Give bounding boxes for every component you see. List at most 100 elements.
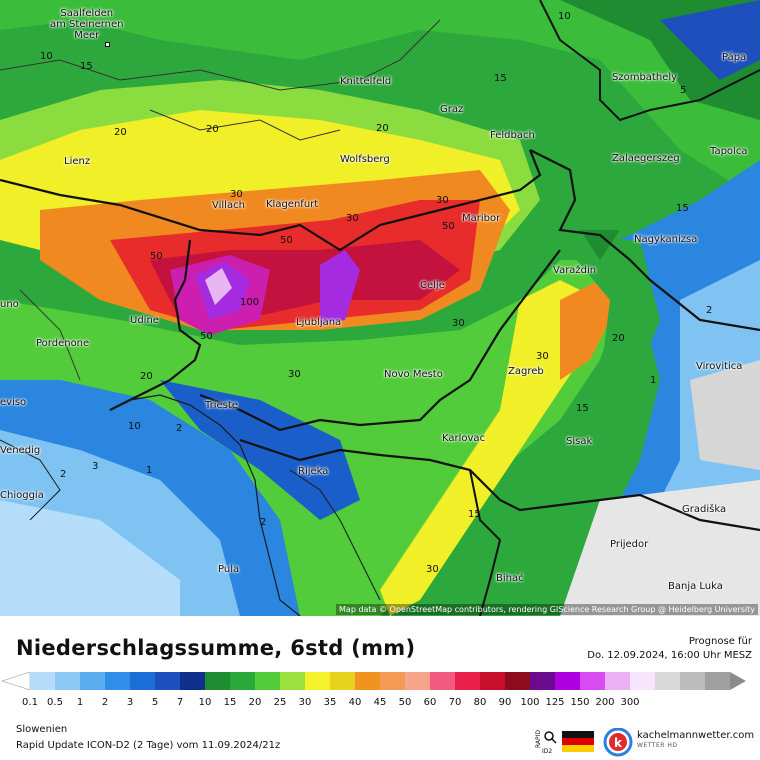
scale-tick-label: 35 bbox=[323, 697, 337, 708]
scale-swatch bbox=[530, 672, 556, 690]
city-marker bbox=[105, 42, 110, 47]
isoline-label: 30 bbox=[230, 189, 243, 200]
scale-arrow-right bbox=[730, 672, 746, 690]
scale-tick-label: 1 bbox=[76, 697, 84, 708]
scale-tick-label: 150 bbox=[570, 697, 590, 708]
svg-text:RAPID: RAPID bbox=[535, 730, 542, 748]
city-label: Prijedor bbox=[610, 539, 649, 550]
scale-swatch bbox=[105, 672, 131, 690]
scale-swatch bbox=[130, 672, 156, 690]
isoline-label: 2 bbox=[706, 305, 713, 316]
isoline-label: 15 bbox=[494, 73, 507, 84]
isoline-label: 15 bbox=[80, 61, 93, 72]
map-attribution: Map data © OpenStreetMap contributors, r… bbox=[336, 604, 758, 615]
scale-tick-label: 70 bbox=[448, 697, 462, 708]
scale-swatch bbox=[380, 672, 406, 690]
logos: RAPID ID2 k bbox=[535, 728, 633, 757]
scale-tick-label: 7 bbox=[176, 697, 184, 708]
isoline-label: 10 bbox=[128, 421, 141, 432]
city-label: Sisak bbox=[566, 436, 593, 447]
scale-swatch bbox=[405, 672, 431, 690]
rapid-icon: RAPID ID2 bbox=[535, 730, 557, 755]
city-label: uno bbox=[0, 299, 19, 310]
city-label: Zagreb bbox=[508, 366, 544, 377]
scale-swatch bbox=[655, 672, 681, 690]
isoline-label: 30 bbox=[536, 351, 549, 362]
model-info: Rapid Update ICON-D2 (2 Tage) vom 11.09.… bbox=[16, 740, 281, 751]
city-label: Villach bbox=[212, 200, 245, 211]
scale-tick-label: 125 bbox=[545, 697, 565, 708]
svg-text:ID2: ID2 bbox=[542, 748, 552, 755]
isoline-label: 20 bbox=[376, 123, 389, 134]
isoline-label: 10 bbox=[558, 11, 571, 22]
isoline-label: 2 bbox=[176, 423, 183, 434]
isoline-label: 50 bbox=[150, 251, 163, 262]
city-label: Nagykanizsa bbox=[634, 234, 698, 245]
scale-tick-label: 3 bbox=[126, 697, 134, 708]
map-title: Niederschlagssumme, 6std (mm) bbox=[16, 636, 416, 660]
scale-swatch bbox=[680, 672, 706, 690]
city-label: Novo Mesto bbox=[384, 369, 443, 380]
isoline-label: 15 bbox=[468, 509, 481, 520]
scale-swatch bbox=[330, 672, 356, 690]
scale-tick-label: 20 bbox=[248, 697, 262, 708]
isoline-label: 100 bbox=[240, 297, 260, 308]
scale-swatch bbox=[630, 672, 656, 690]
city-label: Pula bbox=[218, 564, 240, 575]
scale-tick-label: 40 bbox=[348, 697, 362, 708]
city-label: Tapolca bbox=[710, 146, 748, 157]
scale-tick-label: 15 bbox=[223, 697, 237, 708]
brand-subtitle: WETTER HD bbox=[637, 742, 678, 749]
scale-tick-label: 50 bbox=[398, 697, 412, 708]
scale-swatch bbox=[430, 672, 456, 690]
city-label: Udine bbox=[130, 315, 159, 326]
forecast-label: Prognose für bbox=[688, 636, 752, 647]
city-label: Szombathely bbox=[612, 72, 678, 83]
forecast-date: Do. 12.09.2024, 16:00 Uhr MESZ bbox=[587, 650, 752, 661]
isoline-label: 20 bbox=[114, 127, 127, 138]
scale-tick-label: 100 bbox=[520, 697, 540, 708]
color-scale bbox=[1, 671, 746, 691]
brand-name[interactable]: kachelmannwetter.com bbox=[637, 730, 755, 741]
isoline-label: 30 bbox=[288, 369, 301, 380]
scale-arrow-left bbox=[1, 671, 31, 691]
city-label: Maribor bbox=[462, 213, 501, 224]
city-label: Knittelfeld bbox=[340, 76, 392, 87]
scale-tick-label: 0.1 bbox=[22, 697, 38, 708]
scale-tick-label: 5 bbox=[151, 697, 159, 708]
scale-swatch bbox=[605, 672, 631, 690]
city-label: Venedig bbox=[0, 445, 41, 456]
scale-swatch bbox=[505, 672, 531, 690]
scale-swatch bbox=[305, 672, 331, 690]
scale-swatch bbox=[580, 672, 606, 690]
isoline-label: 50 bbox=[200, 331, 213, 342]
scale-tick-label: 300 bbox=[620, 697, 640, 708]
scale-swatch bbox=[555, 672, 581, 690]
scale-tick-label: 10 bbox=[198, 697, 212, 708]
scale-tick-label: 45 bbox=[373, 697, 387, 708]
kachelmann-logo-icon: k bbox=[603, 728, 633, 757]
city-label: Zalaegerszeg bbox=[612, 153, 680, 164]
isoline-label: 1 bbox=[650, 375, 657, 386]
scale-swatch bbox=[30, 672, 56, 690]
precip-field bbox=[0, 0, 760, 616]
scale-swatch bbox=[255, 672, 281, 690]
city-label: Graz bbox=[440, 104, 464, 115]
city-label: Lienz bbox=[64, 156, 91, 167]
scale-tick-label: 80 bbox=[473, 697, 487, 708]
city-label: Pordenone bbox=[36, 338, 90, 349]
isoline-label: 50 bbox=[280, 235, 293, 246]
precipitation-map[interactable]: Saalfelden am Steinernen Meer Knittelfel… bbox=[0, 0, 760, 616]
scale-swatch bbox=[355, 672, 381, 690]
scale-swatch bbox=[205, 672, 231, 690]
scale-swatch bbox=[55, 672, 81, 690]
scale-swatch bbox=[705, 672, 731, 690]
city-label: Virovitica bbox=[696, 361, 743, 372]
city-label: Bihać bbox=[496, 573, 524, 584]
region-name: Slowenien bbox=[16, 724, 68, 735]
city-label: Pápa bbox=[722, 52, 747, 63]
isoline-label: 20 bbox=[206, 124, 219, 135]
city-label: Gradiška bbox=[682, 504, 727, 515]
isoline-label: 30 bbox=[452, 318, 465, 329]
scale-swatch bbox=[230, 672, 256, 690]
